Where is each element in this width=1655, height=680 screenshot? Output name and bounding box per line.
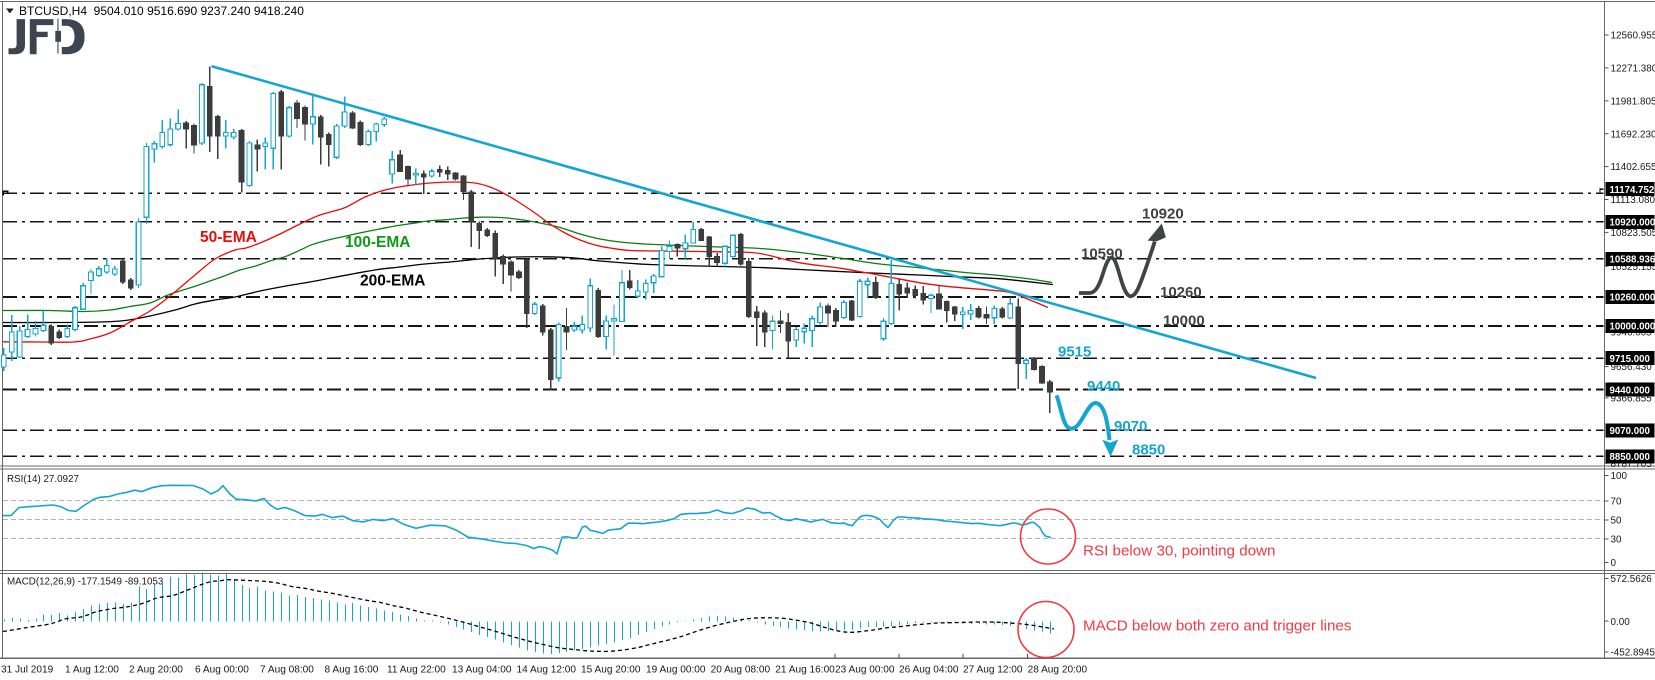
svg-text:RSI(14) 27.0927: RSI(14) 27.0927 (7, 474, 79, 485)
svg-text:8850.000: 8850.000 (1610, 452, 1650, 463)
svg-text:7 Aug 08:00: 7 Aug 08:00 (260, 665, 314, 676)
svg-text:12271.380: 12271.380 (1611, 64, 1655, 75)
svg-text:8850: 8850 (1132, 442, 1165, 459)
svg-text:10000: 10000 (1163, 313, 1205, 330)
svg-text:572.5626: 572.5626 (1611, 574, 1653, 585)
svg-text:23 Aug 00:00: 23 Aug 00:00 (835, 665, 895, 676)
svg-text:200-EMA: 200-EMA (360, 273, 425, 290)
svg-text:11113.080: 11113.080 (1611, 195, 1655, 206)
svg-text:100: 100 (1611, 471, 1628, 482)
svg-text:10000.000: 10000.000 (1610, 322, 1655, 333)
svg-text:50: 50 (1611, 516, 1622, 527)
svg-text:RSI below 30, pointing down: RSI below 30, pointing down (1083, 543, 1276, 560)
svg-text:11 Aug 22:00: 11 Aug 22:00 (387, 665, 446, 676)
svg-text:9440: 9440 (1087, 378, 1120, 395)
svg-text:9440.000: 9440.000 (1610, 385, 1650, 396)
svg-text:10590: 10590 (1081, 246, 1123, 263)
svg-text:27 Aug 12:00: 27 Aug 12:00 (963, 665, 1023, 676)
svg-text:15 Aug 20:00: 15 Aug 20:00 (581, 665, 641, 676)
svg-text:20 Aug 08:00: 20 Aug 08:00 (711, 665, 771, 676)
svg-text:MACD below both zero and trigg: MACD below both zero and trigger lines (1083, 618, 1352, 635)
svg-text:9070.000: 9070.000 (1610, 426, 1650, 437)
svg-text:100-EMA: 100-EMA (345, 234, 410, 251)
svg-text:12560.955: 12560.955 (1611, 31, 1655, 42)
svg-text:-452.8945: -452.8945 (1611, 647, 1655, 658)
svg-text:8787.705: 8787.705 (1611, 459, 1653, 470)
svg-text:21 Aug 16:00: 21 Aug 16:00 (775, 665, 835, 676)
svg-text:10260.000: 10260.000 (1610, 293, 1655, 304)
svg-text:19 Aug 00:00: 19 Aug 00:00 (646, 665, 706, 676)
svg-text:6 Aug 00:00: 6 Aug 00:00 (195, 665, 249, 676)
svg-text:2 Aug 20:00: 2 Aug 20:00 (129, 665, 183, 676)
svg-text:26 Aug 04:00: 26 Aug 04:00 (899, 665, 959, 676)
svg-text:28 Aug 20:00: 28 Aug 20:00 (1028, 665, 1088, 676)
svg-text:9366.855: 9366.855 (1611, 393, 1653, 404)
svg-text:10823.505: 10823.505 (1611, 228, 1655, 239)
svg-text:14 Aug 12:00: 14 Aug 12:00 (517, 665, 577, 676)
svg-text:31 Jul 2019: 31 Jul 2019 (1, 665, 54, 676)
svg-text:70: 70 (1611, 497, 1622, 508)
svg-text:MACD(12,26,9) -177.1549 -89.10: MACD(12,26,9) -177.1549 -89.1053 (7, 577, 164, 588)
svg-text:9070: 9070 (1114, 418, 1147, 435)
svg-text:9656.430: 9656.430 (1611, 362, 1653, 373)
svg-text:9515: 9515 (1058, 344, 1091, 361)
svg-text:10525.155: 10525.155 (1611, 262, 1655, 273)
svg-text:30: 30 (1611, 535, 1622, 546)
svg-text:11981.805: 11981.805 (1611, 96, 1655, 107)
svg-text:1 Aug 12:00: 1 Aug 12:00 (65, 665, 119, 676)
svg-text:13 Aug 04:00: 13 Aug 04:00 (452, 665, 512, 676)
svg-text:10260: 10260 (1160, 284, 1202, 301)
svg-text:8 Aug 16:00: 8 Aug 16:00 (325, 665, 379, 676)
svg-text:11692.230: 11692.230 (1611, 129, 1655, 140)
svg-text:10920.000: 10920.000 (1610, 218, 1655, 229)
svg-text:10588.936: 10588.936 (1610, 255, 1655, 266)
svg-text:9946.005: 9946.005 (1611, 328, 1653, 339)
svg-text:0: 0 (1611, 558, 1617, 569)
svg-text:0.00: 0.00 (1611, 617, 1631, 628)
svg-text:11402.655: 11402.655 (1611, 162, 1655, 173)
svg-text:BTCUSD,H4 9504.010 9516.690 9: BTCUSD,H4 9504.010 9516.690 9237.240 941… (19, 4, 304, 18)
svg-text:9715.000: 9715.000 (1610, 354, 1650, 365)
svg-text:11174.752: 11174.752 (1610, 185, 1655, 196)
svg-text:10920: 10920 (1142, 206, 1184, 223)
svg-text:50-EMA: 50-EMA (200, 229, 257, 246)
